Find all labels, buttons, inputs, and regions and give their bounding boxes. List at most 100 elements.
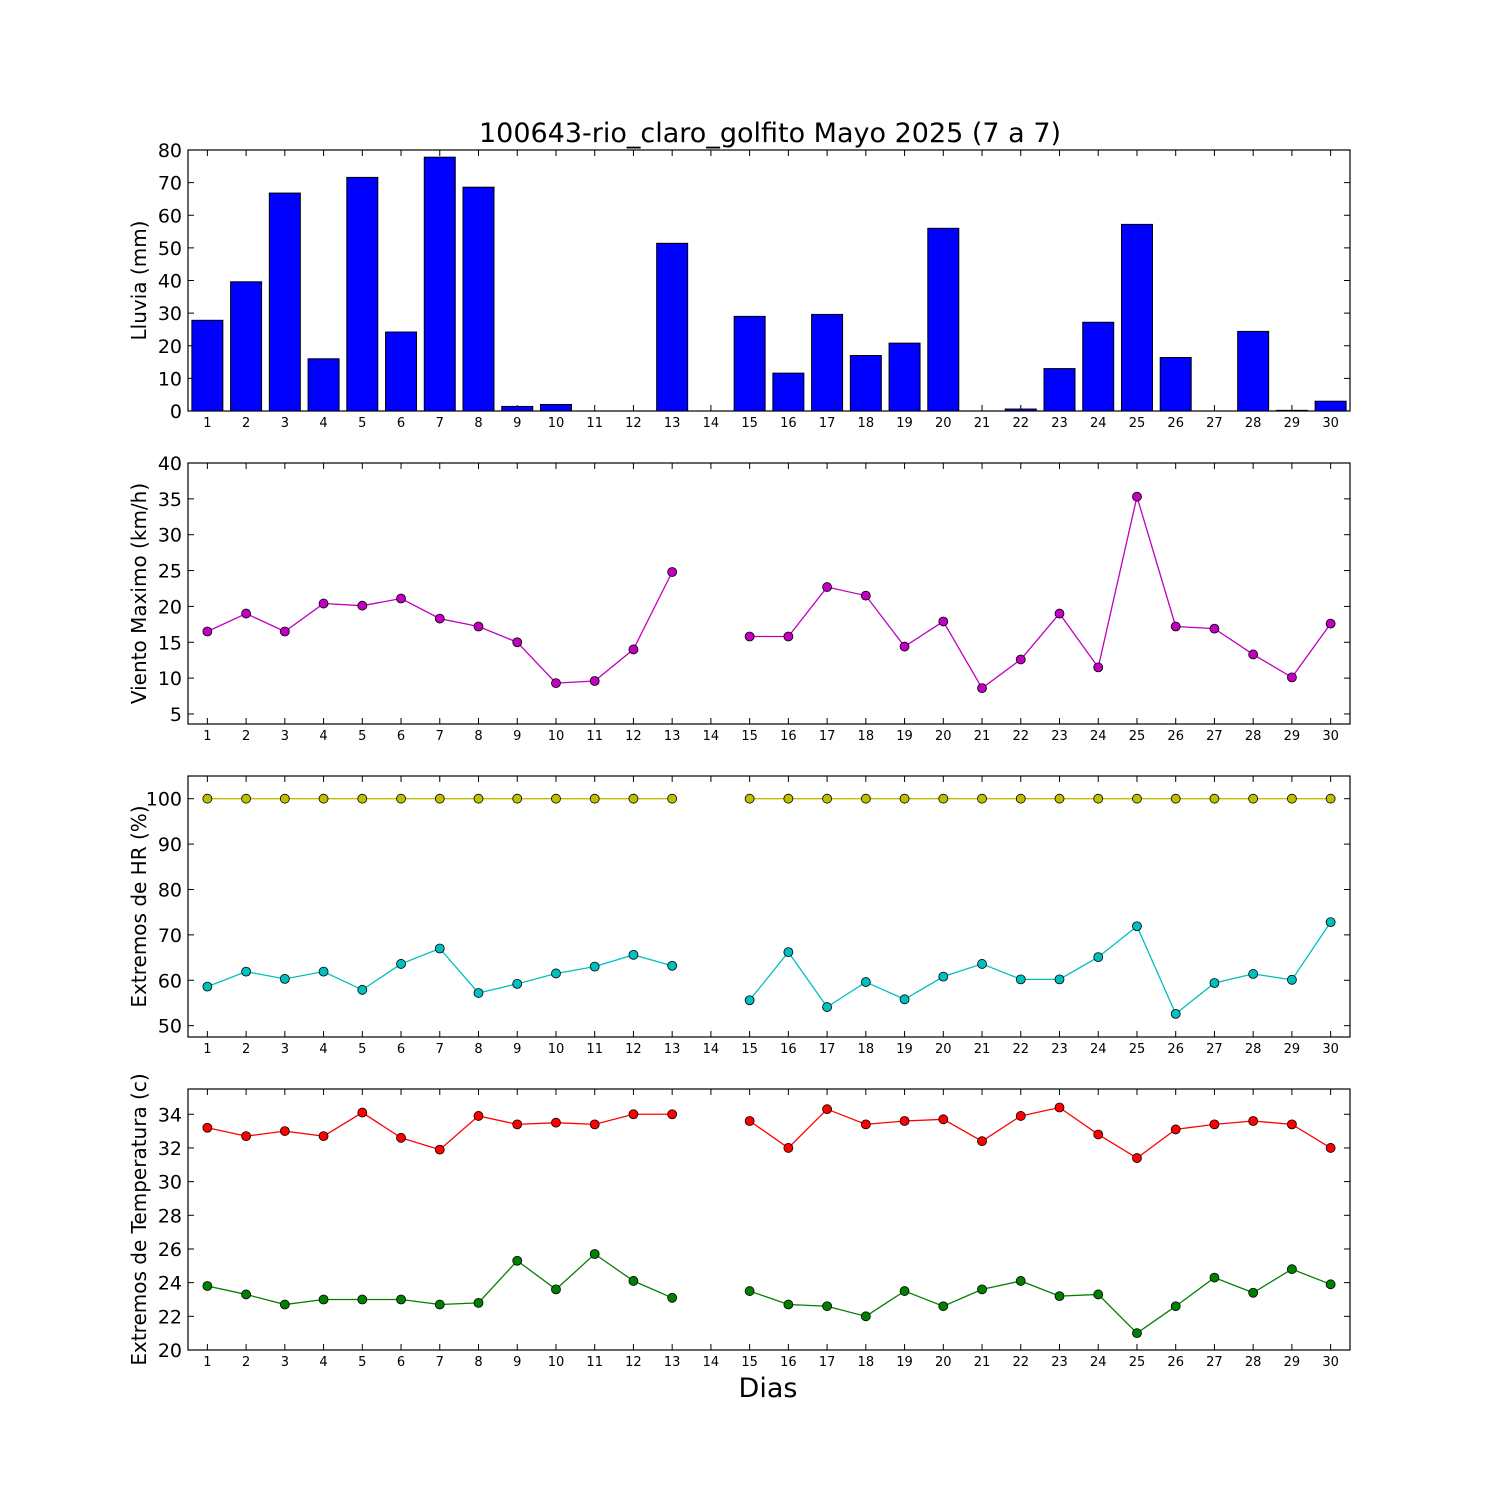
x-tick-label: 19 bbox=[896, 729, 913, 744]
y-tick-label: 90 bbox=[158, 834, 182, 856]
x-tick-label: 9 bbox=[513, 416, 521, 431]
x-tick-label: 13 bbox=[664, 729, 681, 744]
data-point bbox=[1015, 1276, 1026, 1286]
data-point bbox=[1170, 1124, 1181, 1135]
x-tick-label: 2 bbox=[242, 416, 250, 431]
data-point bbox=[1325, 618, 1336, 629]
x-tick-label: 23 bbox=[1051, 1355, 1068, 1370]
x-tick-label: 2 bbox=[242, 1042, 250, 1057]
y-tick-label: 20 bbox=[158, 1340, 182, 1362]
data-point bbox=[473, 621, 484, 632]
x-tick-label: 21 bbox=[974, 416, 991, 431]
data-point bbox=[744, 1116, 755, 1126]
x-tick-label: 12 bbox=[625, 729, 642, 744]
x-tick-label: 27 bbox=[1206, 1042, 1223, 1057]
data-point bbox=[1170, 793, 1181, 804]
bar bbox=[656, 242, 689, 412]
x-tick-label: 12 bbox=[625, 1042, 642, 1057]
data-point bbox=[396, 1294, 406, 1305]
x-tick-label: 19 bbox=[896, 416, 913, 431]
data-point bbox=[977, 793, 987, 804]
data-point bbox=[667, 1109, 678, 1120]
x-tick-label: 18 bbox=[858, 1355, 875, 1370]
x-axis-label: Dias bbox=[739, 1373, 798, 1404]
x-tick-label: 30 bbox=[1322, 729, 1339, 744]
data-point bbox=[1093, 1289, 1104, 1300]
data-point bbox=[977, 683, 987, 694]
x-tick-label: 4 bbox=[319, 729, 327, 744]
x-tick-label: 27 bbox=[1206, 729, 1223, 744]
x-tick-label: 24 bbox=[1090, 1355, 1107, 1370]
data-point bbox=[473, 793, 484, 804]
data-point bbox=[434, 1144, 445, 1155]
data-point bbox=[783, 1143, 794, 1153]
data-point bbox=[822, 1104, 832, 1115]
data-point bbox=[899, 793, 910, 804]
data-point bbox=[473, 988, 484, 998]
x-tick-label: 13 bbox=[664, 416, 681, 431]
x-tick-label: 3 bbox=[281, 729, 289, 744]
data-point bbox=[1248, 793, 1259, 804]
data-point bbox=[396, 793, 406, 804]
x-tick-label: 22 bbox=[1012, 416, 1029, 431]
x-tick-label: 3 bbox=[281, 416, 289, 431]
data-point bbox=[1054, 974, 1065, 985]
data-point bbox=[396, 1132, 406, 1143]
x-tick-label: 6 bbox=[397, 416, 405, 431]
x-tick-label: 15 bbox=[741, 416, 758, 431]
x-tick-label: 18 bbox=[858, 1042, 875, 1057]
x-tick-label: 8 bbox=[474, 1355, 482, 1370]
data-point bbox=[512, 1119, 523, 1130]
bar bbox=[733, 315, 766, 412]
data-point bbox=[434, 613, 445, 624]
data-point bbox=[241, 608, 252, 619]
y-tick-label: 0 bbox=[170, 401, 182, 423]
x-tick-label: 14 bbox=[703, 1355, 720, 1370]
bar bbox=[849, 355, 882, 412]
data-point bbox=[279, 793, 290, 804]
x-tick-label: 7 bbox=[436, 729, 444, 744]
x-tick-label: 8 bbox=[474, 416, 482, 431]
x-tick-label: 23 bbox=[1051, 729, 1068, 744]
x-tick-label: 2 bbox=[242, 1355, 250, 1370]
data-point bbox=[551, 1117, 561, 1128]
x-tick-label: 21 bbox=[974, 729, 991, 744]
x-tick-label: 24 bbox=[1090, 416, 1107, 431]
y-tick-label: 60 bbox=[158, 970, 182, 992]
x-tick-label: 3 bbox=[281, 1355, 289, 1370]
data-point bbox=[357, 984, 368, 995]
data-point bbox=[1287, 974, 1297, 985]
bar bbox=[1275, 409, 1308, 412]
data-point bbox=[434, 943, 445, 954]
data-point bbox=[241, 966, 252, 977]
x-tick-label: 30 bbox=[1322, 416, 1339, 431]
x-tick-label: 26 bbox=[1167, 1042, 1184, 1057]
data-point bbox=[628, 1276, 639, 1286]
y-tick-label: 22 bbox=[158, 1306, 182, 1328]
data-point bbox=[1325, 1279, 1336, 1290]
data-point bbox=[1248, 1116, 1259, 1126]
x-tick-label: 28 bbox=[1245, 1042, 1262, 1057]
series-line bbox=[749, 1106, 1331, 1159]
data-point bbox=[512, 1255, 523, 1266]
bar bbox=[230, 281, 263, 412]
data-point bbox=[396, 593, 406, 604]
data-point bbox=[396, 959, 406, 969]
x-tick-label: 29 bbox=[1284, 1042, 1301, 1057]
data-point bbox=[434, 793, 445, 804]
x-tick-label: 28 bbox=[1245, 729, 1262, 744]
data-point bbox=[667, 793, 678, 804]
x-tick-label: 10 bbox=[548, 1355, 565, 1370]
data-point bbox=[241, 1131, 252, 1142]
data-point bbox=[279, 626, 290, 637]
data-point bbox=[202, 1122, 213, 1133]
bar bbox=[462, 186, 495, 412]
x-tick-label: 25 bbox=[1129, 729, 1146, 744]
data-point bbox=[1015, 974, 1026, 985]
x-tick-label: 19 bbox=[896, 1355, 913, 1370]
data-point bbox=[667, 567, 678, 577]
